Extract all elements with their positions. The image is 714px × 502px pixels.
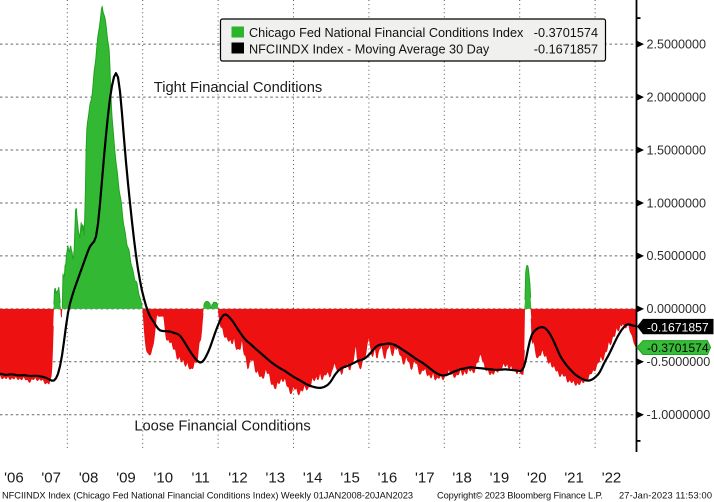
- svg-text:Loose Financial Conditions: Loose Financial Conditions: [134, 418, 310, 434]
- svg-text:2.5000000: 2.5000000: [647, 37, 707, 51]
- svg-text:'21: '21: [564, 470, 584, 487]
- svg-text:-0.3701574: -0.3701574: [647, 341, 709, 355]
- svg-text:Copyright© 2023 Bloomberg Fina: Copyright© 2023 Bloomberg Finance L.P.: [437, 490, 603, 500]
- svg-text:'08: '08: [79, 470, 99, 487]
- svg-text:-0.3701574: -0.3701574: [534, 26, 598, 40]
- svg-text:Chicago Fed National Financial: Chicago Fed National Financial Condition…: [249, 26, 524, 40]
- svg-text:-0.1671857: -0.1671857: [647, 320, 709, 334]
- svg-text:2.0000000: 2.0000000: [647, 90, 707, 104]
- svg-text:-0.1671857: -0.1671857: [534, 42, 598, 56]
- svg-text:-0.5000000: -0.5000000: [647, 355, 711, 369]
- svg-text:0.0000000: 0.0000000: [647, 302, 707, 316]
- svg-text:'15: '15: [340, 470, 360, 487]
- svg-text:Tight Financial Conditions: Tight Financial Conditions: [154, 80, 322, 96]
- svg-text:'09: '09: [116, 470, 136, 487]
- svg-text:'07: '07: [41, 470, 61, 487]
- svg-text:'06: '06: [4, 470, 24, 487]
- svg-text:-1.0000000: -1.0000000: [647, 408, 711, 422]
- svg-text:'12: '12: [228, 470, 248, 487]
- svg-text:1.0000000: 1.0000000: [647, 196, 707, 210]
- svg-text:'13: '13: [266, 470, 286, 487]
- svg-text:'16: '16: [378, 470, 398, 487]
- svg-text:1.5000000: 1.5000000: [647, 143, 707, 157]
- svg-text:'18: '18: [452, 470, 472, 487]
- svg-text:NFCIINDX Index - Moving Averag: NFCIINDX Index - Moving Average 30 Day: [249, 42, 490, 56]
- svg-text:'14: '14: [303, 470, 323, 487]
- svg-text:'20: '20: [527, 470, 547, 487]
- svg-text:'10: '10: [154, 470, 174, 487]
- svg-text:'17: '17: [415, 470, 435, 487]
- svg-text:0.5000000: 0.5000000: [647, 249, 707, 263]
- svg-text:27-Jan-2023 11:53:00: 27-Jan-2023 11:53:00: [619, 490, 712, 500]
- svg-text:'11: '11: [191, 470, 209, 487]
- svg-text:'22: '22: [602, 470, 622, 487]
- svg-text:NFCIINDX Index (Chicago Fed Na: NFCIINDX Index (Chicago Fed National Fin…: [2, 490, 413, 500]
- svg-text:'19: '19: [490, 470, 510, 487]
